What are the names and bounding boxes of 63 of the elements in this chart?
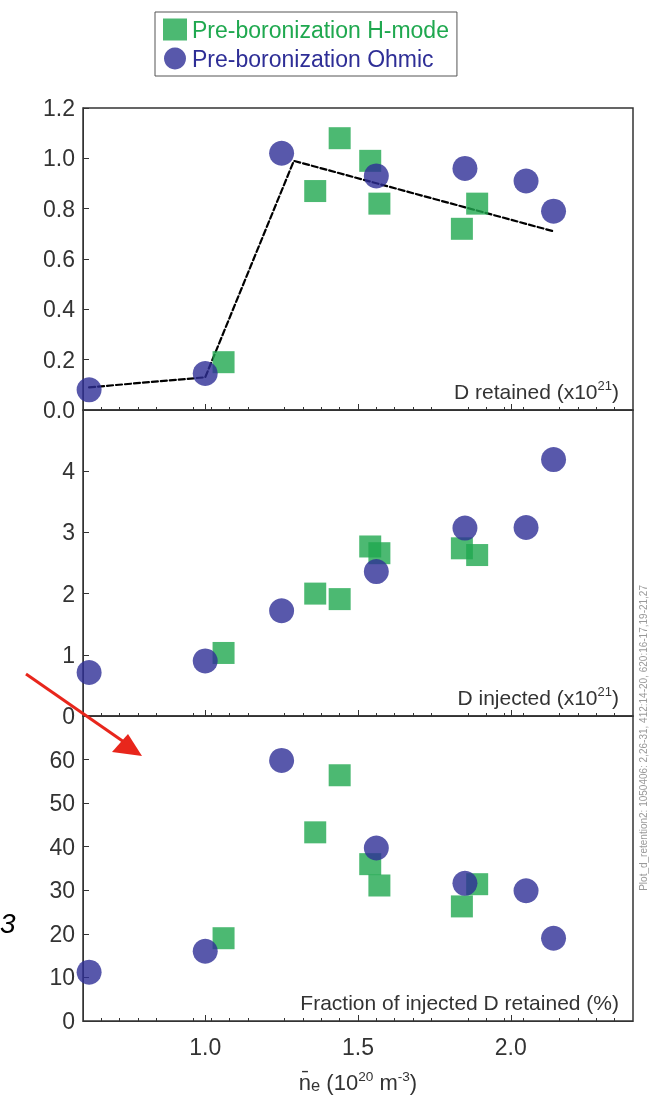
point <box>269 140 295 166</box>
point <box>450 217 473 240</box>
point <box>76 660 102 686</box>
y-tick-label: 0.8 <box>43 195 75 222</box>
point <box>328 764 351 787</box>
y-tick-label: 1 <box>62 641 75 668</box>
point <box>212 351 235 374</box>
y-tick-label: 30 <box>49 877 75 904</box>
y-tick-label: 1.0 <box>43 145 75 172</box>
point <box>76 959 102 985</box>
point <box>513 168 539 194</box>
point <box>269 747 295 773</box>
point <box>541 447 567 473</box>
point <box>304 582 327 605</box>
point <box>212 641 235 664</box>
annotation: Fraction of injected D retained (%) <box>300 991 619 1014</box>
point <box>192 361 218 386</box>
point <box>513 515 539 540</box>
y-tick-label: 0 <box>62 1008 75 1034</box>
point <box>513 878 539 904</box>
point <box>192 938 218 964</box>
point <box>76 377 102 403</box>
point <box>328 588 351 611</box>
point <box>269 598 295 624</box>
legend-label: Pre-boronization H-mode <box>192 16 449 43</box>
point <box>452 515 478 541</box>
point <box>363 163 389 189</box>
point <box>368 192 391 215</box>
point <box>452 155 478 181</box>
y-tick-label: 0.0 <box>43 397 75 423</box>
y-tick-label: 40 <box>49 833 75 860</box>
point <box>328 127 351 150</box>
point <box>304 821 327 844</box>
y-tick-label: 1.2 <box>43 95 75 121</box>
x-tick-label: 2.0 <box>494 1033 527 1060</box>
y-tick-label: 20 <box>49 920 75 947</box>
y-tick-label: 4 <box>62 458 76 485</box>
point <box>541 925 567 951</box>
legend-label: Pre-boronization Ohmic <box>192 45 434 72</box>
x-tick-label: 1.0 <box>189 1033 222 1060</box>
y-tick-label: 60 <box>49 746 75 773</box>
y-tick-label: 0.4 <box>43 296 76 323</box>
point <box>304 180 327 203</box>
text: 3 <box>0 908 16 940</box>
point <box>450 895 473 918</box>
point <box>368 874 391 897</box>
x-tick-label: 1.5 <box>342 1033 374 1060</box>
y-tick-label: 0 <box>62 703 75 729</box>
y-tick-label: 0.6 <box>43 246 75 272</box>
point <box>363 835 389 861</box>
y-tick-label: 0.2 <box>43 346 75 373</box>
point <box>466 192 489 215</box>
point <box>192 648 218 674</box>
point <box>452 870 478 896</box>
point <box>466 544 489 567</box>
y-tick-label: 2 <box>62 580 75 607</box>
y-tick-label: 3 <box>62 519 75 546</box>
point <box>541 198 567 224</box>
y-tick-label: 10 <box>49 964 75 991</box>
point <box>212 927 235 950</box>
point <box>363 559 389 585</box>
y-tick-label: 50 <box>49 790 75 817</box>
text: Plot_d_retention2: 1050406: 2,26-31, 412:14-20, 620:16-17,19-21,27 <box>637 585 650 891</box>
